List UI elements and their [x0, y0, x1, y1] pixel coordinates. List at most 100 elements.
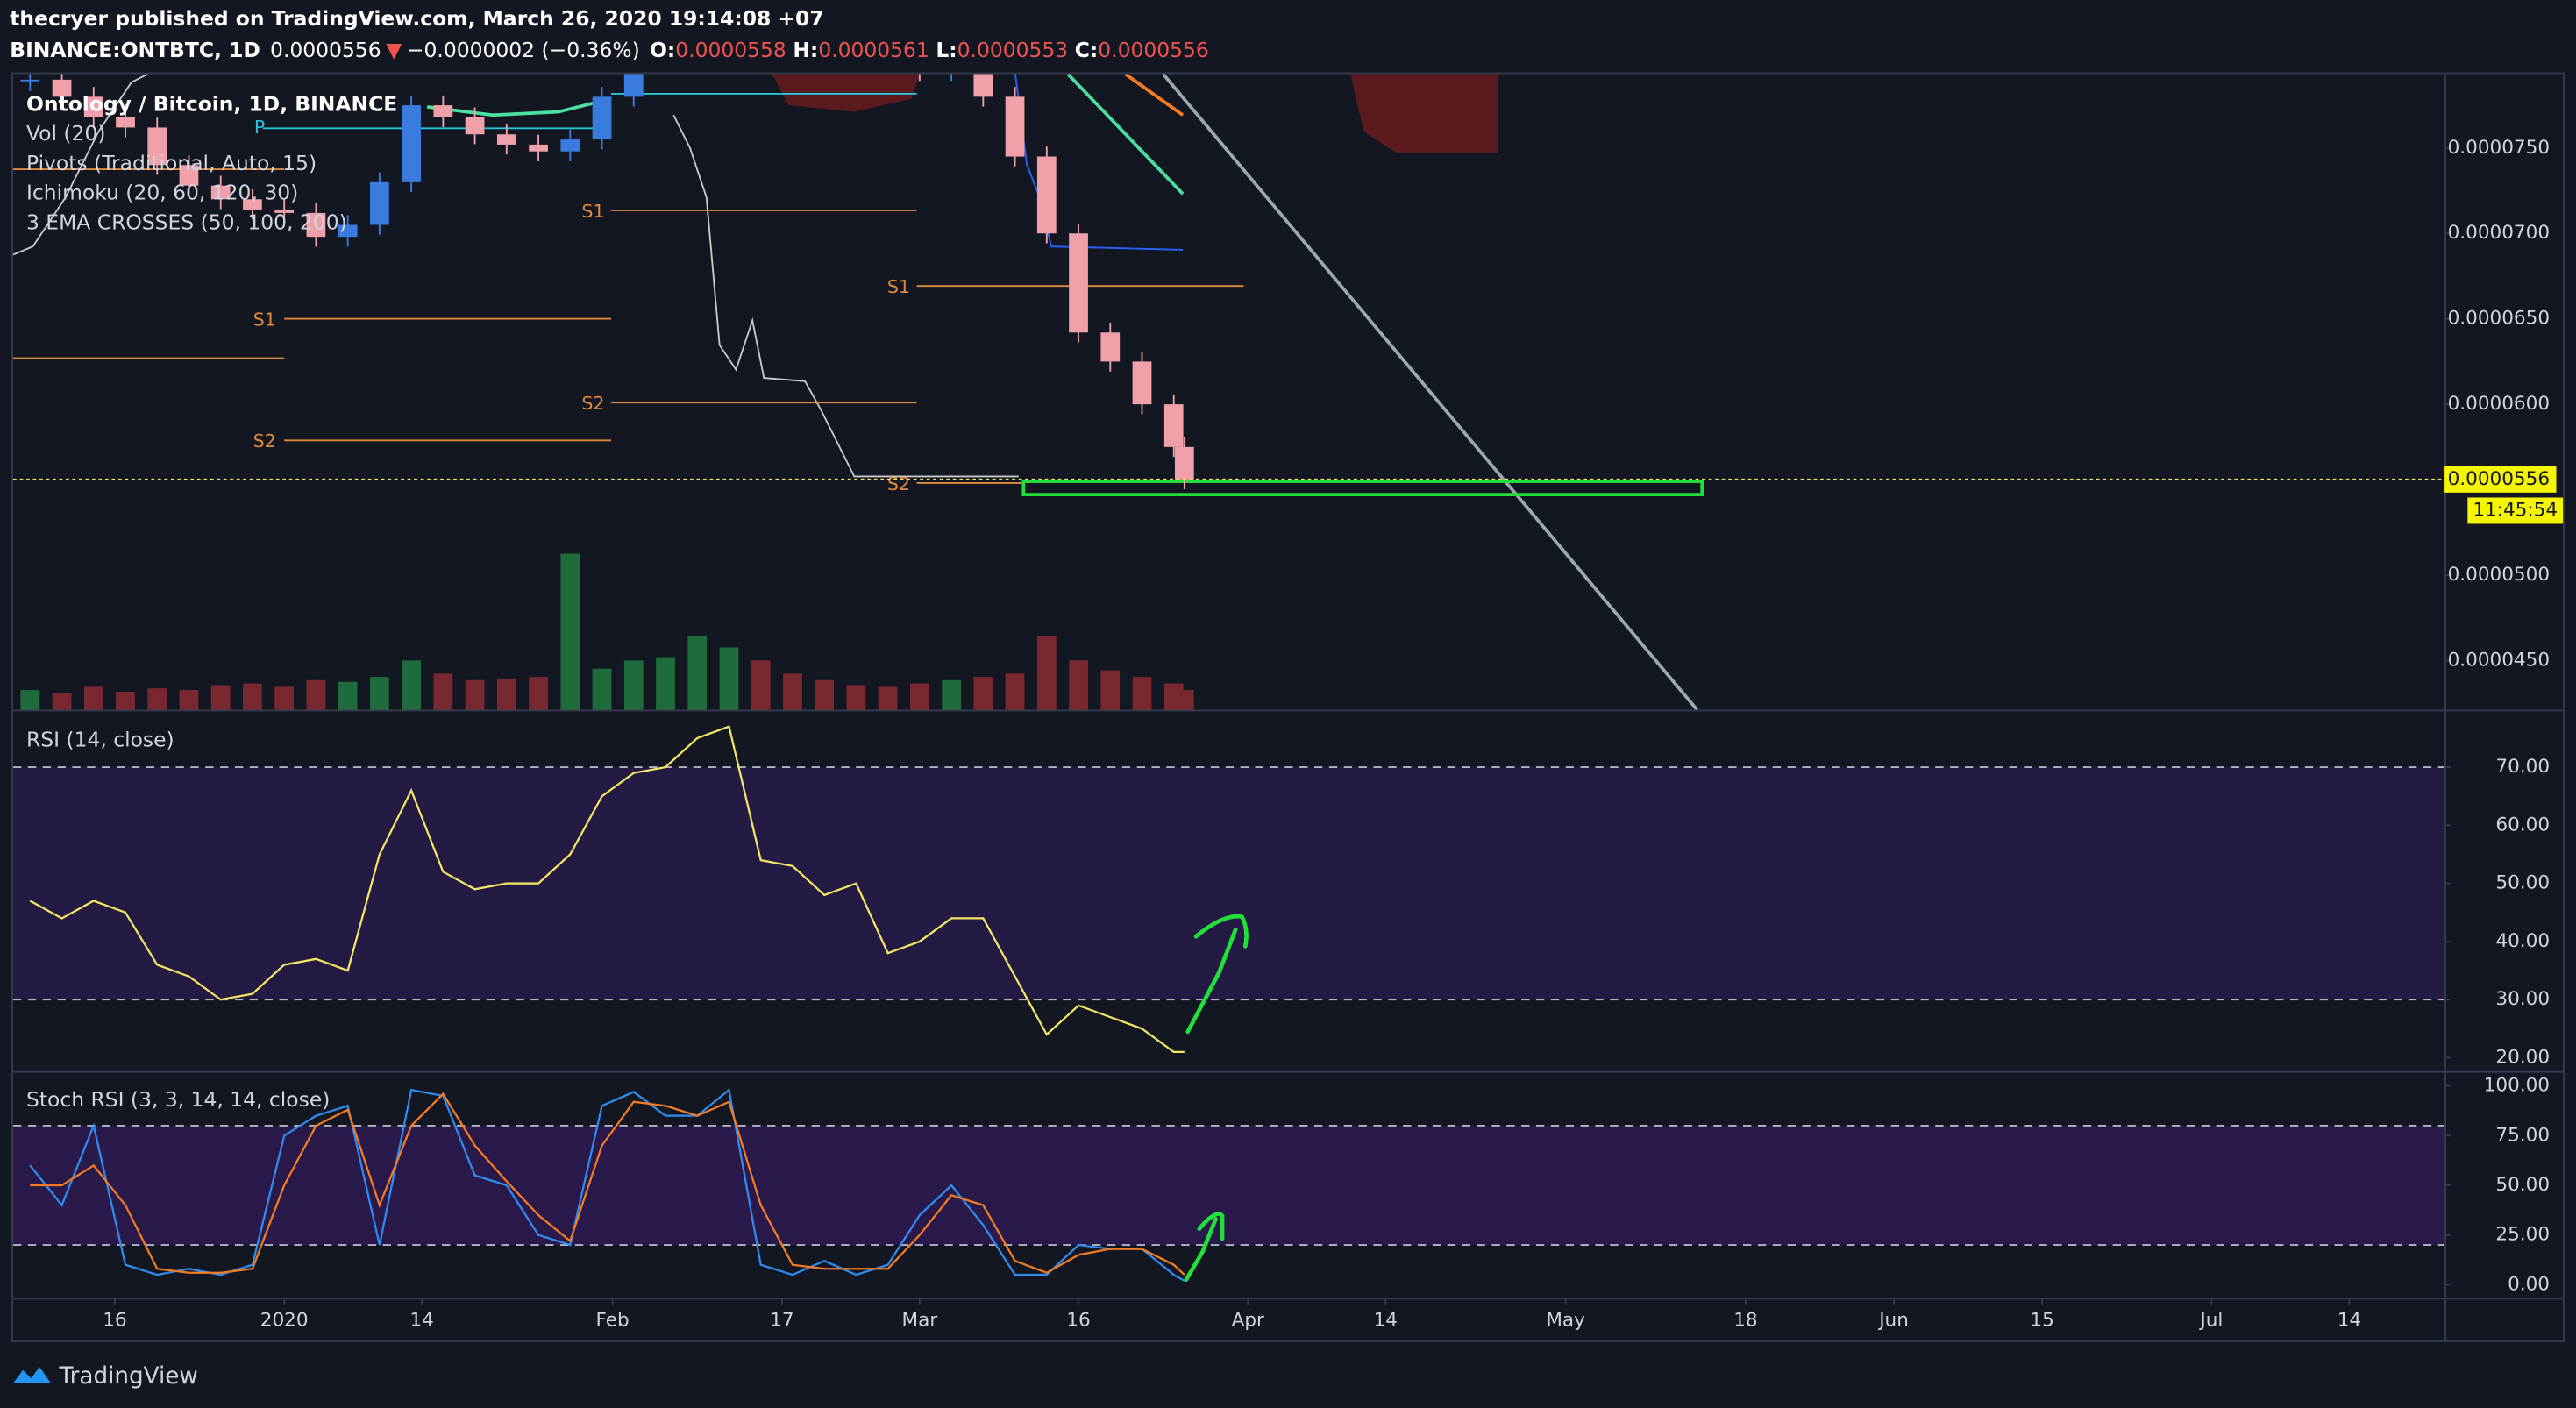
- volume-bar: [370, 677, 389, 710]
- pane-marks: [29, 725, 1185, 1054]
- header-bg: [0, 0, 2576, 73]
- indicator: Ichimoku (20, 60, 120, 30): [26, 181, 298, 205]
- volume-bar: [83, 686, 103, 710]
- x-tick-label: 14: [1374, 1310, 1398, 1332]
- y-tick-label: 20.00: [2495, 1047, 2550, 1069]
- volume-bar: [878, 686, 898, 710]
- pivot-label: S2: [581, 393, 604, 414]
- volume-bar: [942, 679, 961, 710]
- l: 0.0000553: [957, 38, 1069, 62]
- c: 0.0000556: [1098, 38, 1209, 62]
- candle-body: [1005, 96, 1025, 157]
- change: −0.0000002 (−0.36%): [407, 38, 640, 62]
- candle-body: [52, 79, 72, 97]
- volume-bar: [783, 673, 802, 710]
- x-tick-label: May: [1546, 1310, 1585, 1332]
- pivot-label: S1: [887, 276, 910, 297]
- pane-marks: [29, 1088, 1185, 1282]
- ema-line: [1066, 74, 1185, 196]
- publisher: thecryer published on TradingView.com, M…: [10, 6, 823, 31]
- pivot-label: S2: [253, 430, 276, 452]
- pane-marks: [20, 74, 1194, 710]
- volume-bar: [496, 678, 516, 710]
- x-tick-label: Feb: [596, 1310, 630, 1332]
- volume-bar: [1132, 677, 1152, 710]
- h: 0.0000561: [818, 38, 929, 62]
- volume-bar: [656, 657, 675, 710]
- candle-body: [306, 212, 326, 238]
- level-band: [12, 1125, 2445, 1246]
- frame: [11, 72, 2565, 1342]
- candle-body: [1100, 332, 1121, 362]
- volume-bar: [1005, 673, 1025, 710]
- volume-bar: [116, 691, 135, 710]
- candle-body: [147, 127, 167, 166]
- volume-bar: [1100, 670, 1121, 710]
- candle-body: [1132, 361, 1152, 405]
- candle-body: [1174, 446, 1194, 480]
- candle-body: [433, 105, 453, 117]
- cloud: [1350, 74, 1498, 153]
- candle-body: [1163, 404, 1184, 447]
- candle-body: [243, 199, 262, 210]
- pivot-label: S1: [253, 309, 276, 330]
- candle-body: [210, 185, 231, 200]
- annotation-arrow: [1184, 1212, 1225, 1283]
- y-tick-label: 0.0000600: [2448, 393, 2550, 415]
- x-tick-label: 17: [770, 1310, 793, 1332]
- volume-bar: [909, 683, 929, 710]
- volume-bar: [465, 679, 485, 710]
- o-label: O:: [650, 38, 675, 62]
- y-tick-label: 0.0000750: [2448, 137, 2550, 159]
- volume-bar: [687, 636, 708, 710]
- candle-body: [83, 96, 103, 117]
- volume-bar: [210, 685, 231, 710]
- candle-body: [1069, 233, 1088, 333]
- volume-bar: [147, 688, 167, 710]
- volume-bar: [1174, 690, 1194, 710]
- volume-bar: [20, 690, 40, 710]
- x-tick-label: Apr: [1232, 1310, 1264, 1332]
- volume-bar: [751, 660, 771, 710]
- annotation-arrow: [1185, 914, 1249, 1035]
- level-band: [12, 767, 2445, 1000]
- x-tick-label: 16: [1066, 1310, 1090, 1332]
- candle-body: [402, 105, 421, 182]
- series-line: [29, 725, 1185, 1054]
- volume-bar: [338, 681, 358, 710]
- last-price-label: 0.0000556: [2448, 468, 2550, 490]
- volume-bar: [973, 677, 993, 710]
- last: 0.0000556: [270, 38, 381, 62]
- y-tick-label: 60.00: [2495, 814, 2550, 836]
- volume-bar: [402, 660, 421, 710]
- y-tick-label: 50.00: [2495, 872, 2550, 894]
- pane-borders: [11, 72, 2565, 1342]
- volume-bar: [846, 685, 866, 710]
- symbol: BINANCE:ONTBTC, 1D: [10, 38, 260, 62]
- candle-body: [560, 139, 580, 152]
- y-tick-label: 0.00: [2508, 1273, 2550, 1295]
- pivot-label: P: [254, 117, 265, 138]
- y-tick-label: 0.0000650: [2448, 308, 2550, 330]
- symbol-line: BINANCE:ONTBTC, 1D 0.0000556 ▼ −0.0000002 (…: [10, 38, 1209, 62]
- h-label: H:: [793, 38, 818, 62]
- ema-line: [1124, 74, 1185, 117]
- c-label: C:: [1075, 38, 1099, 62]
- x-tick-label: Jun: [1877, 1310, 1909, 1332]
- x-tick-label: 16: [103, 1310, 126, 1332]
- o: 0.0000558: [675, 38, 786, 62]
- y-tick-label: 30.00: [2495, 988, 2550, 1010]
- candle-body: [973, 74, 993, 97]
- volume-bar: [433, 673, 453, 710]
- y-tick-label: 70.00: [2495, 756, 2550, 778]
- volume-bar: [243, 683, 262, 710]
- candle-body: [623, 74, 644, 97]
- candle-body: [465, 117, 485, 135]
- pane-title: Ontology / Bitcoin, 1D, BINANCE: [26, 92, 397, 117]
- x-tick-label: 15: [2030, 1310, 2053, 1332]
- x-tick-label: Mar: [902, 1310, 938, 1332]
- brand: TradingView: [58, 1363, 197, 1390]
- volume-bar: [719, 647, 739, 710]
- x-tick-label: 18: [1733, 1310, 1757, 1332]
